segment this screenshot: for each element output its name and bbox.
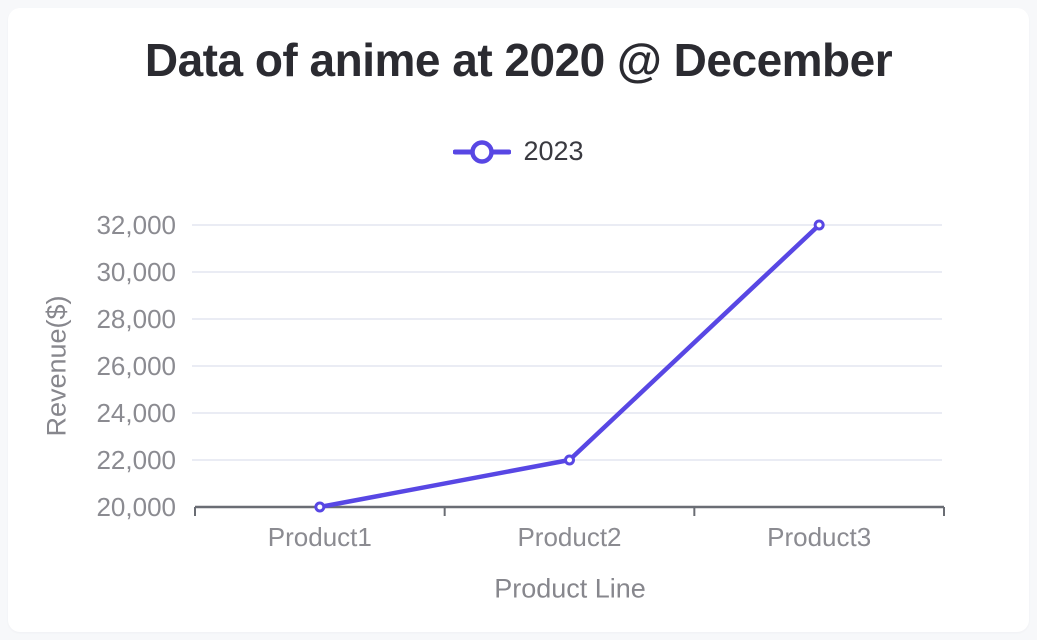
y-tick-label: 22,000 xyxy=(96,445,176,475)
y-tick-label: 20,000 xyxy=(96,492,176,522)
legend-line-marker-icon xyxy=(453,139,512,164)
x-category-label: Product3 xyxy=(767,522,871,552)
data-point xyxy=(813,219,825,231)
x-category-label: Product2 xyxy=(517,522,621,552)
y-axis-title: Revenue($) xyxy=(41,295,72,437)
chart-card: Data of anime at 2020 @ December 2023 Re… xyxy=(8,8,1029,632)
x-axis-title: Product Line xyxy=(494,573,646,604)
y-tick-label: 32,000 xyxy=(96,210,176,240)
legend-item-2023[interactable]: 2023 xyxy=(453,136,584,167)
legend-label: 2023 xyxy=(523,136,584,166)
x-category-label: Product1 xyxy=(268,522,372,552)
series-line xyxy=(317,222,822,510)
data-point xyxy=(314,501,326,513)
y-tick-label: 28,000 xyxy=(96,304,176,334)
y-tick-label: 26,000 xyxy=(96,351,176,381)
chart-title: Data of anime at 2020 @ December xyxy=(144,34,893,86)
y-tick-label: 30,000 xyxy=(96,257,176,287)
y-tick-label: 24,000 xyxy=(96,398,176,428)
legend: 2023 xyxy=(8,136,1029,167)
line-chart-plot: 20,000 22,000 24,000 26,000 28,000 30,000 32,0… xyxy=(96,210,945,552)
data-point xyxy=(564,454,575,466)
